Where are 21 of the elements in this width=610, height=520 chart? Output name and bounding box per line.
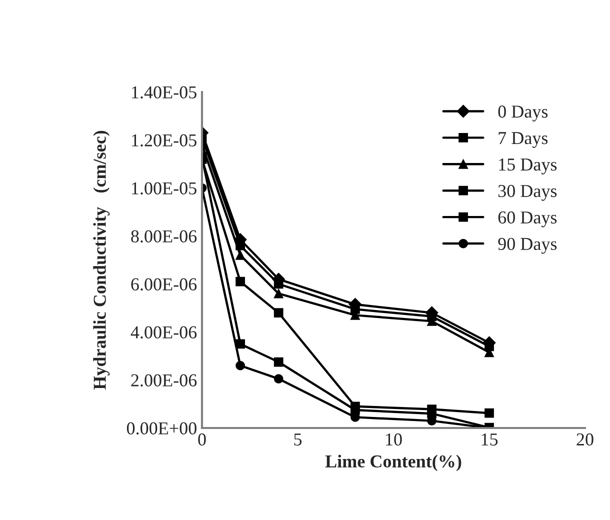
x-tick-label: 0 <box>198 433 206 446</box>
legend-label: 0 Days <box>498 106 548 122</box>
legend-label: 90 Days <box>498 238 557 254</box>
legend-label: 7 Days <box>498 132 548 148</box>
x-tick-label: 10 <box>386 433 402 446</box>
y-tick-label: 2.00E-06 <box>131 374 197 387</box>
x-tick-label: 15 <box>482 433 498 446</box>
y-tick-label: 8.00E-06 <box>131 230 197 243</box>
y-tick-label: 1.40E-05 <box>132 86 196 99</box>
x-tick-label: 5 <box>294 434 302 446</box>
y-tick-label: 1.00E-05 <box>132 182 196 195</box>
y-tick-label: 6.00E-06 <box>131 278 197 291</box>
y-axis-title: Hydraulic Conductivity (cm/sec) <box>93 130 110 390</box>
y-tick-label: 0.00E+00 <box>126 422 196 435</box>
y-tick-label: 4.00E-06 <box>130 326 197 339</box>
legend-label: 15 Days <box>499 158 557 174</box>
x-axis-title: Lime Content(%) <box>325 454 462 472</box>
legend-label: 60 Days <box>498 211 557 228</box>
x-tick-label: 20 <box>576 433 594 446</box>
legend-label: 30 Days <box>498 184 557 201</box>
y-tick-label: 1.20E-05 <box>132 134 196 147</box>
